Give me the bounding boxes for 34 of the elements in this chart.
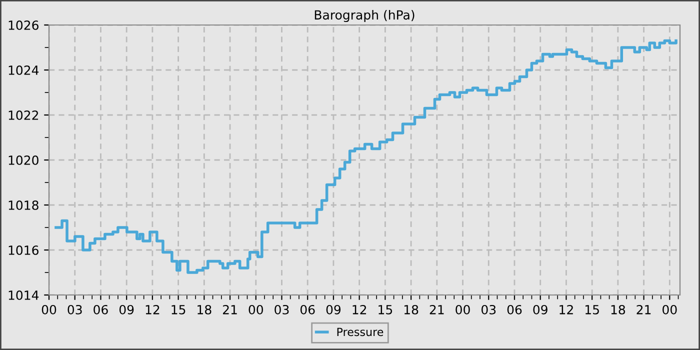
- x-tick-label: 18: [404, 304, 418, 314]
- x-tick-label: 12: [352, 304, 366, 314]
- x-tick-label: 03: [274, 304, 289, 314]
- y-tick-label: 1018: [8, 200, 38, 210]
- y-tick-label: 1020: [8, 155, 38, 165]
- x-tick-label: 03: [482, 304, 496, 314]
- x-tick-label: 03: [68, 304, 82, 314]
- x-tick-label: 15: [378, 305, 392, 314]
- x-tick-label: 00: [662, 304, 677, 314]
- x-tick-label: 18: [198, 304, 212, 314]
- x-tick-label: 12: [146, 304, 160, 314]
- x-tick-label: 06: [300, 304, 315, 314]
- x-tick-label: 12: [560, 304, 573, 314]
- y-tick-label: 1022: [8, 110, 38, 120]
- y-tick-label: 1016: [8, 245, 38, 255]
- x-tick-label: 15: [585, 305, 599, 314]
- x-tick-label: 18: [611, 304, 626, 314]
- x-tick-label: 21: [430, 304, 444, 314]
- x-tick-label: 09: [533, 304, 548, 314]
- y-tick-label: 1026: [8, 20, 38, 30]
- chart-title: Barograph (hPa): [314, 10, 414, 22]
- x-tick-label: 15: [172, 305, 186, 314]
- x-tick-label: 09: [119, 304, 134, 314]
- x-tick-label: 09: [326, 304, 341, 314]
- legend-label: Pressure: [337, 328, 384, 336]
- x-tick-label: 06: [94, 304, 108, 314]
- x-tick-label: 21: [222, 304, 237, 314]
- x-tick-label: 21: [636, 304, 651, 314]
- x-tick-label: 00: [42, 304, 56, 314]
- x-tick-label: 00: [248, 304, 264, 314]
- y-tick-label: 1014: [8, 290, 39, 300]
- x-tick-label: 06: [507, 304, 522, 314]
- y-tick-label: 1024: [8, 65, 39, 75]
- x-tick-label: 00: [456, 304, 470, 314]
